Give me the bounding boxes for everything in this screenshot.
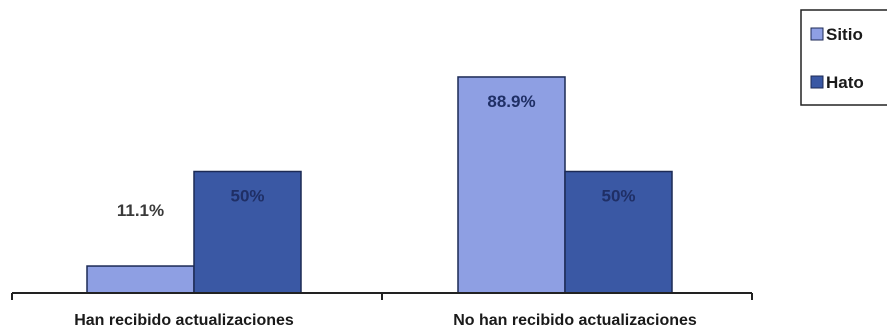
legend: Sitio Hato — [800, 9, 887, 106]
bar-hato-1 — [564, 170, 673, 294]
legend-label-sitio: Sitio — [826, 25, 863, 44]
legend-swatch-hato — [810, 75, 824, 89]
legend-box — [800, 9, 887, 106]
bar-labels-group: 11.1% 50% 88.9% 50% — [117, 92, 636, 220]
legend-label-hato: Hato — [826, 73, 864, 92]
bar-sitio-1 — [457, 76, 566, 294]
legend-swatch-sitio — [810, 27, 824, 41]
x-axis — [11, 292, 753, 300]
data-label-hato-1: 50% — [601, 187, 635, 206]
data-label-sitio-1: 88.9% — [487, 92, 535, 111]
data-label-sitio-0: 11.1% — [117, 201, 164, 220]
data-label-hato-0: 50% — [230, 187, 264, 206]
category-label-0: Han recibido actualizaciones — [74, 312, 294, 329]
category-labels-group: Han recibido actualizaciones No han recib… — [74, 312, 697, 329]
bar-hato-0 — [193, 170, 302, 294]
bars-group — [86, 76, 673, 294]
category-label-1: No han recibido actualizaciones — [453, 312, 697, 329]
bar-sitio-0 — [86, 265, 195, 294]
